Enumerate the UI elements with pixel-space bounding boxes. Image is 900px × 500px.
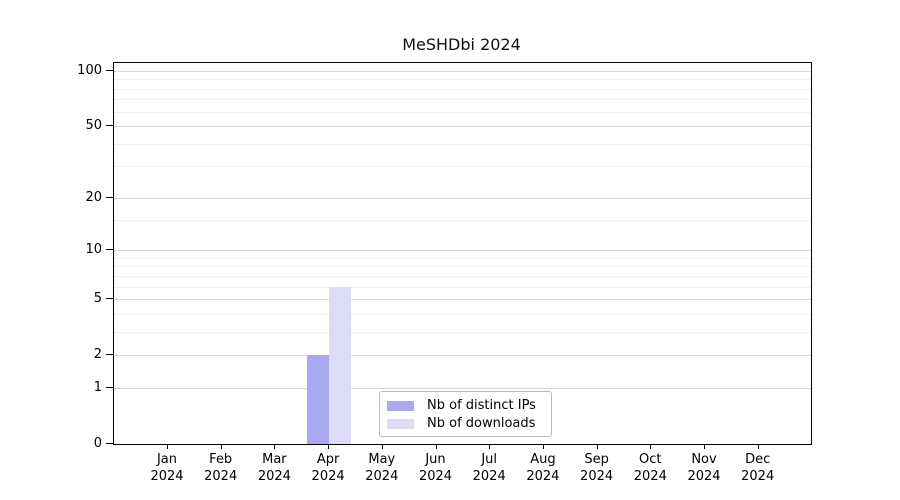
chart-title: MeSHDbi 2024	[402, 35, 521, 54]
y-tick-mark	[106, 354, 113, 356]
x-tick-label-apr: Apr 2024	[311, 452, 345, 484]
major-gridline	[114, 71, 811, 72]
major-gridline	[114, 387, 811, 389]
x-tick-label-oct: Oct 2024	[633, 452, 667, 484]
x-tick-mark	[328, 444, 330, 449]
minor-gridline	[114, 143, 811, 145]
bar-nb-of-downloads	[329, 286, 352, 444]
major-gridline	[114, 250, 811, 252]
y-tick-mark	[106, 70, 113, 71]
legend-swatch-downloads	[387, 418, 414, 429]
minor-gridline	[114, 331, 811, 333]
major-gridline	[114, 126, 811, 128]
x-tick-mark	[650, 444, 652, 449]
x-tick-label-mar: Mar 2024	[257, 452, 291, 484]
x-tick-mark	[489, 444, 491, 449]
x-tick-mark	[167, 444, 168, 449]
minor-gridline	[114, 88, 811, 90]
minor-gridline	[114, 275, 811, 277]
y-tick-mark	[106, 249, 113, 251]
minor-gridline	[114, 257, 811, 259]
minor-gridline	[114, 286, 811, 288]
x-tick-label-may: May 2024	[365, 452, 399, 484]
y-tick-mark	[106, 125, 113, 127]
y-tick-mark	[106, 443, 113, 444]
minor-gridline	[114, 266, 811, 268]
major-gridline	[114, 299, 811, 301]
y-tick-label: 20	[85, 189, 102, 205]
major-gridline	[114, 355, 811, 357]
y-tick-label: 10	[85, 242, 102, 258]
y-tick-label: 1	[93, 379, 102, 395]
x-tick-label-jun: Jun 2024	[418, 452, 453, 484]
x-tick-mark	[757, 444, 759, 449]
x-tick-label-nov: Nov 2024	[687, 452, 721, 484]
x-tick-label-aug: Aug 2024	[526, 452, 560, 484]
plot-area	[113, 62, 812, 445]
x-tick-label-jul: Jul 2024	[472, 452, 506, 484]
minor-gridline	[114, 111, 811, 113]
x-tick-mark	[220, 444, 222, 449]
x-tick-mark	[435, 444, 437, 449]
minor-gridline	[114, 166, 811, 168]
x-tick-label-dec: Dec 2024	[741, 452, 775, 484]
x-tick-mark	[542, 444, 544, 449]
x-tick-label-jan: Jan 2024	[150, 452, 184, 484]
y-tick-mark	[106, 386, 113, 388]
major-gridline	[114, 197, 811, 199]
x-tick-mark	[596, 444, 598, 449]
x-tick-mark	[381, 444, 383, 449]
legend: Nb of distinct IPs Nb of downloads	[379, 391, 552, 437]
legend-label: Nb of distinct IPs	[427, 398, 536, 413]
x-tick-label-feb: Feb 2024	[204, 452, 238, 484]
legend-row: Nb of downloads	[387, 415, 543, 432]
y-tick-label: 100	[77, 63, 102, 78]
y-tick-label: 2	[93, 347, 102, 363]
minor-gridline	[114, 313, 811, 315]
y-tick-label: 5	[93, 291, 102, 307]
legend-row: Nb of distinct IPs	[387, 397, 543, 414]
y-tick-mark	[106, 196, 113, 198]
x-tick-mark	[704, 444, 705, 449]
x-tick-mark	[274, 444, 276, 449]
y-tick-label: 50	[85, 118, 102, 134]
minor-gridline	[114, 99, 811, 101]
bar-nb-of-distinct-ips	[307, 355, 330, 444]
y-tick-mark	[106, 298, 113, 300]
legend-swatch-distinct-ips	[387, 400, 414, 411]
legend-label: Nb of downloads	[427, 416, 536, 431]
x-tick-label-sep: Sep 2024	[580, 452, 614, 484]
minor-gridline	[114, 219, 811, 221]
y-tick-label: 0	[93, 436, 102, 451]
minor-gridline	[114, 79, 811, 81]
